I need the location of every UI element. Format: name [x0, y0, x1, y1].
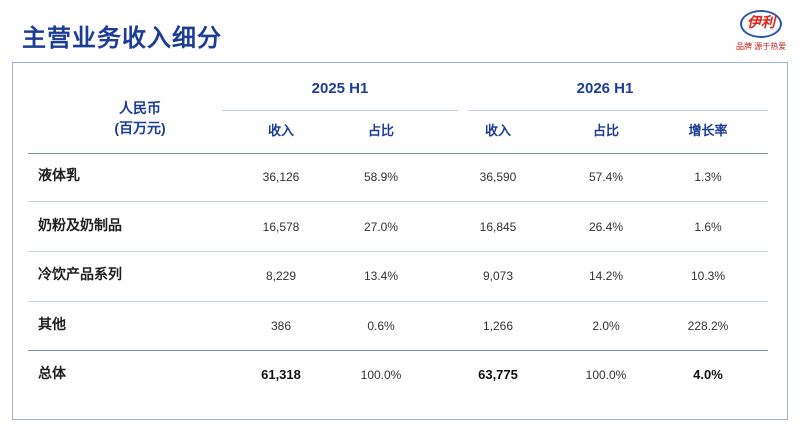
cell: 1.3% — [694, 170, 722, 184]
page-title: 主营业务收入细分 — [22, 25, 222, 52]
col-header-share-2025: 占比 — [367, 123, 394, 138]
col-header-revenue-2026: 收入 — [484, 123, 511, 138]
col-header-growth: 增长率 — [688, 123, 728, 138]
table-panel — [12, 62, 788, 420]
cell: 100.0% — [585, 368, 627, 382]
cell: 61,318 — [261, 367, 301, 382]
cell: 26.4% — [588, 220, 624, 234]
cell: 9,073 — [482, 269, 514, 283]
row-label-total: 总体 — [38, 365, 66, 381]
logo-oval-icon — [740, 10, 782, 38]
cell: 63,775 — [478, 367, 518, 382]
logo-text: 伊利 — [747, 14, 775, 30]
period-2025h1: 2025 H1 — [311, 80, 369, 97]
cell: 27.0% — [363, 220, 399, 234]
period-divider-2025 — [222, 110, 458, 111]
header-divider — [28, 153, 768, 154]
cell: 100.0% — [360, 368, 402, 382]
cell: 228.2% — [687, 319, 729, 333]
row-label-ice-cream: 冷饮产品系列 — [38, 266, 122, 282]
cell: 4.0% — [693, 367, 723, 382]
logo-slogan: 品牌 源于热爱 — [736, 42, 787, 51]
yili-logo: 伊利 品牌 源于热爱 — [736, 8, 786, 54]
unit-header: 人民币 (百万元) — [90, 98, 190, 138]
row-label-milk-powder: 奶粉及奶制品 — [38, 217, 122, 233]
cell: 57.4% — [588, 170, 624, 184]
cell: 14.2% — [588, 269, 624, 283]
cell: 10.3% — [690, 269, 726, 283]
unit-currency: 人民币 — [119, 100, 161, 116]
col-header-share-2026: 占比 — [592, 123, 619, 138]
cell: 0.6% — [367, 319, 395, 333]
cell: 36,126 — [262, 170, 300, 184]
cell: 2.0% — [592, 319, 620, 333]
period-divider-2026 — [468, 110, 768, 111]
period-2026h1: 2026 H1 — [576, 80, 634, 97]
row-label-others: 其他 — [38, 316, 66, 332]
cell: 13.4% — [363, 269, 399, 283]
cell: 1.6% — [694, 220, 722, 234]
cell: 16,845 — [479, 220, 517, 234]
cell: 386 — [270, 319, 292, 333]
unit-scale: (百万元) — [114, 120, 166, 136]
cell: 58.9% — [363, 170, 399, 184]
row-divider — [28, 251, 768, 252]
cell: 16,578 — [262, 220, 300, 234]
cell: 36,590 — [479, 170, 517, 184]
row-label-liquid-milk: 液体乳 — [38, 167, 80, 183]
cell: 8,229 — [265, 269, 297, 283]
row-divider — [28, 301, 768, 302]
col-header-revenue-2025: 收入 — [267, 123, 294, 138]
total-divider — [28, 350, 768, 351]
row-divider — [28, 201, 768, 202]
cell: 1,266 — [482, 319, 514, 333]
